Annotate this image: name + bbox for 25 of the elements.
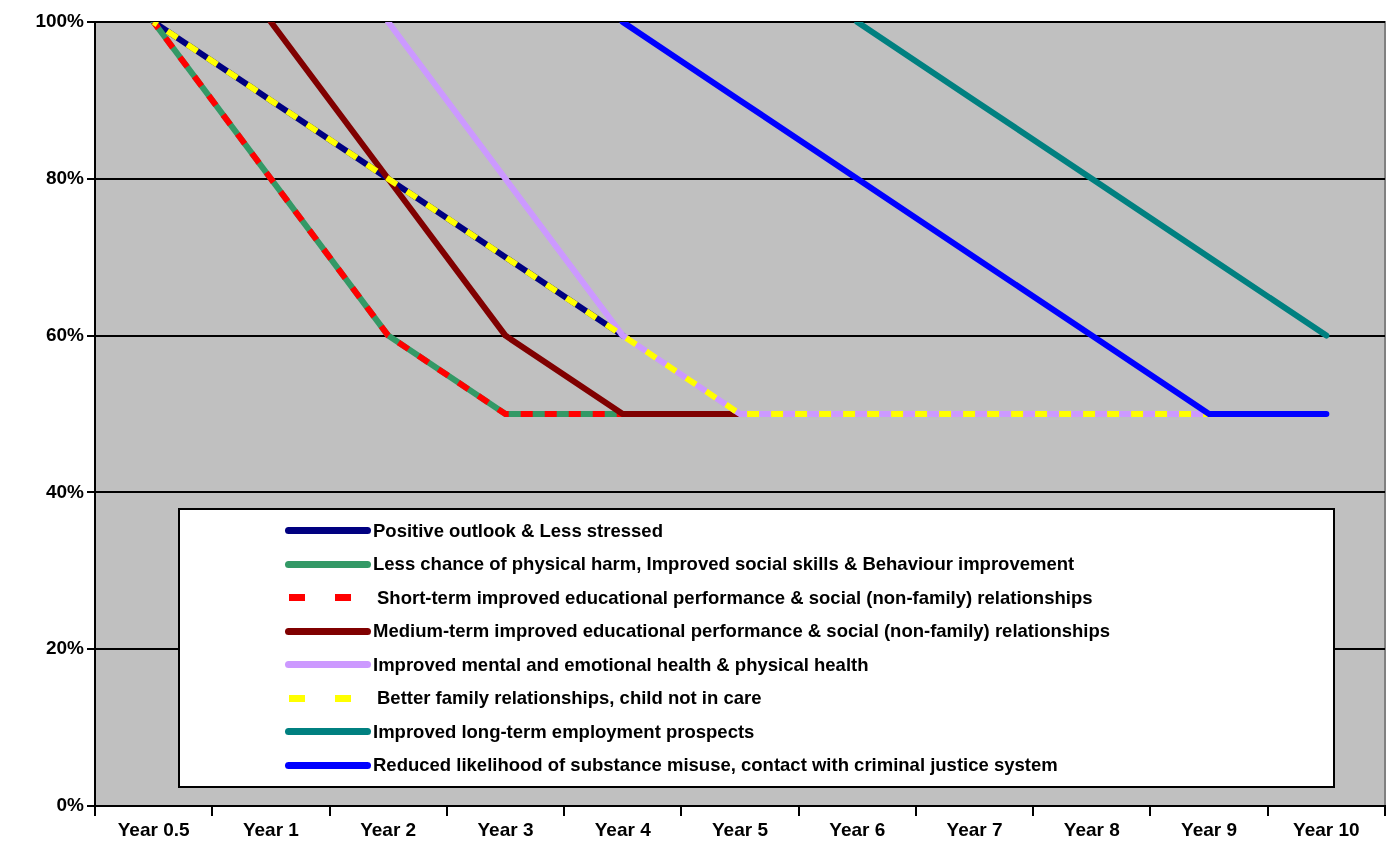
y-tick-label: 100% (35, 10, 85, 32)
legend-label: Short-term improved educational performance & social (non-family) relationships (377, 586, 1093, 609)
x-tick-label: Year 3 (477, 818, 534, 840)
legend-label: Better family relationships, child not in care (377, 687, 762, 710)
legend-label: Reduced likelihood of substance misuse, contact with criminal justice system (373, 754, 1058, 777)
x-tick-label: Year 1 (242, 818, 300, 840)
y-tick-label: 60% (45, 323, 85, 345)
x-tick-label: Year 8 (1063, 818, 1120, 840)
y-tick-label: 40% (45, 480, 85, 502)
x-tick-label: Year 6 (829, 818, 886, 840)
legend-label: Positive outlook & Less stressed (373, 519, 663, 542)
y-tick-label: 0% (56, 794, 85, 816)
legend-label: Improved long-term employment prospects (373, 720, 755, 743)
x-tick-label: Year 0.5 (117, 818, 190, 840)
legend-label: Less chance of physical harm, Improved social skills & Behaviour improvement (373, 553, 1075, 576)
y-tick-label: 20% (45, 637, 85, 659)
x-tick-label: Year 9 (1181, 818, 1238, 840)
legend-label: Medium-term improved educational performance & social (non-family) relationships (373, 620, 1111, 643)
legend-label: Improved mental and emotional health & physical health (373, 653, 869, 676)
x-tick-label: Year 10 (1293, 818, 1360, 840)
x-tick-label: Year 7 (946, 818, 1003, 840)
x-tick-label: Year 5 (712, 818, 769, 840)
y-tick-label: 80% (45, 167, 85, 189)
x-tick-label: Year 4 (594, 818, 652, 840)
x-tick-label: Year 2 (360, 818, 417, 840)
